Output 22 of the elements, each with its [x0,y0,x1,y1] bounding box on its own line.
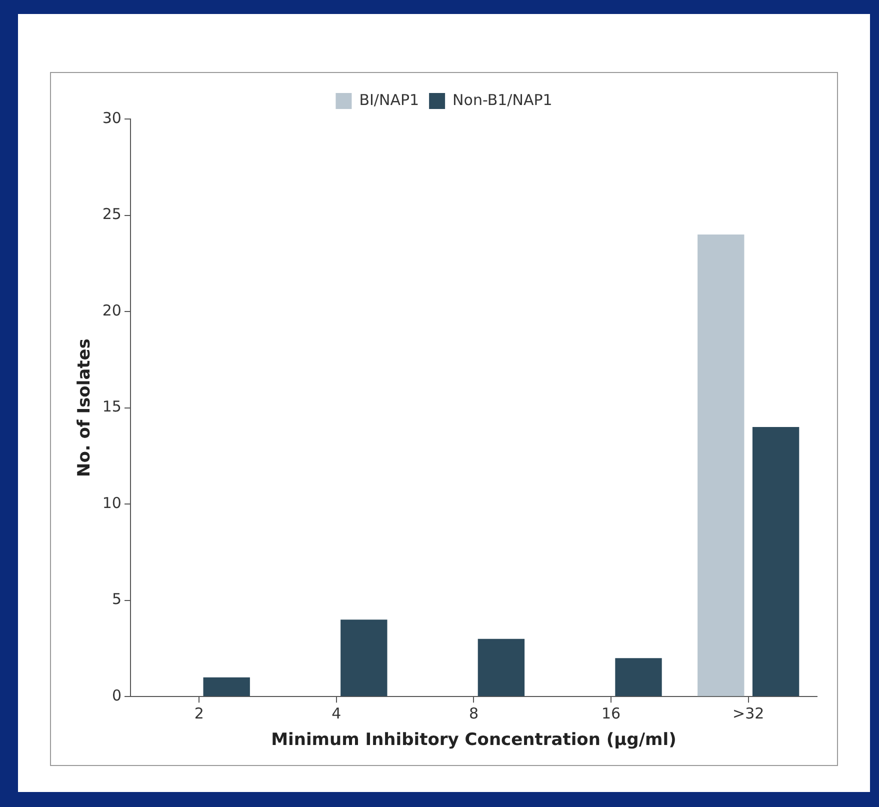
x-tick-label: 4 [332,704,342,722]
y-tick-label: 5 [112,590,122,608]
x-axis-title: Minimum Inhibitory Concentration (µg/ml) [271,730,676,750]
bar [752,427,800,696]
y-tick-label: 0 [112,686,122,704]
x-tick-label: 2 [194,704,204,722]
bar [698,234,744,696]
y-tick-label: 10 [102,494,122,512]
y-tick-label: 25 [102,205,122,224]
x-tick-label: >32 [732,704,764,722]
bar [203,677,250,696]
x-tick-label: 16 [602,704,621,722]
y-tick-label: 15 [102,398,122,416]
bar [340,620,388,696]
bar [615,658,662,696]
legend-label: BI/NAP1 [359,90,420,109]
legend-label: Non-B1/NAP1 [452,90,552,109]
bar [478,638,525,696]
y-axis-title: No. of Isolates [74,338,95,478]
x-tick-label: 8 [468,704,479,722]
y-tick-label: 30 [102,108,122,127]
y-tick-label: 20 [102,301,122,320]
